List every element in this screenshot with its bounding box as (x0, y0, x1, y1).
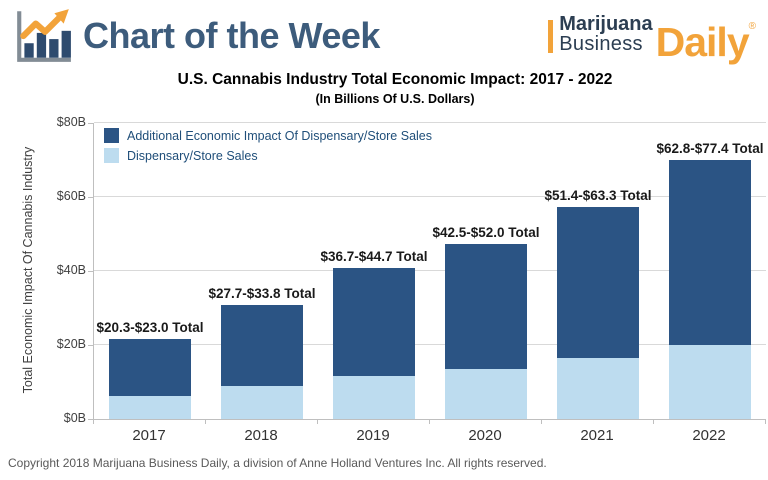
y-axis-tick (88, 197, 93, 198)
bar-total-label: $36.7-$44.7 Total (320, 249, 428, 265)
logo-word-business: Business (559, 33, 643, 55)
x-axis-tick (429, 419, 430, 424)
dispensary-sales-segment (221, 386, 303, 419)
y-axis-tick-label: $0B (63, 411, 86, 425)
header: Chart of the Week Marijuana Business Dai… (12, 6, 756, 66)
dispensary-sales-segment (669, 345, 751, 419)
page-title: Chart of the Week (83, 15, 380, 56)
logo-word-daily: Daily (655, 18, 750, 65)
dispensary-sales-segment (333, 376, 415, 419)
bar-total-label: $51.4-$63.3 Total (544, 187, 652, 203)
legend: Additional Economic Impact Of Dispensary… (104, 128, 432, 163)
legend-item: Dispensary/Store Sales (104, 148, 432, 163)
legend-swatch (104, 128, 119, 143)
x-axis-tick (653, 419, 654, 424)
legend-label: Additional Economic Impact Of Dispensary… (127, 128, 432, 143)
x-axis-category-label: 2021 (580, 427, 614, 444)
gridline (94, 122, 766, 123)
dispensary-sales-segment (109, 396, 191, 419)
y-axis-tick (88, 123, 93, 124)
x-axis-tick (205, 419, 206, 424)
gridline (94, 270, 766, 271)
stacked-bar-2019 (333, 268, 415, 419)
stacked-bar-chart: Total Economic Impact Of Cannabis Indust… (0, 112, 768, 452)
stacked-bar-2018 (221, 305, 303, 419)
logo-word-marijuana: Marijuana (559, 12, 653, 35)
x-axis-tick (317, 419, 318, 424)
gridline (94, 196, 766, 197)
bar-total-label: $42.5-$52.0 Total (432, 225, 540, 240)
chart-subtitle: (In Billions Of U.S. Dollars) (315, 92, 475, 106)
stacked-bar-2017 (109, 339, 191, 419)
logo-accent-bar (548, 20, 554, 54)
x-axis-tick (93, 419, 94, 424)
y-axis-tick-label: $20B (56, 337, 86, 351)
x-axis-category-label: 2020 (468, 427, 502, 444)
stacked-bar-2021 (557, 206, 639, 419)
y-axis-tick-label: $60B (56, 189, 86, 203)
bar-slot: $20.3-$23.0 Total (94, 123, 206, 419)
additional-impact-segment (221, 305, 303, 387)
chart-titles: U.S. Cannabis Industry Total Economic Im… (22, 71, 768, 106)
registered-trademark-icon: ® (748, 21, 756, 33)
stacked-bar-2020 (445, 244, 527, 419)
bar-slot: $51.4-$63.3 Total (542, 123, 654, 419)
y-axis-tick (88, 271, 93, 272)
bar-total-label: $27.7-$33.8 Total (208, 286, 316, 302)
bar-slot: $62.8-$77.4 Total (654, 123, 766, 419)
marijuana-business-daily-logo: Marijuana Business Daily ® (548, 12, 756, 65)
x-axis-category-label: 2019 (356, 427, 390, 444)
chart-of-the-week-brand: Chart of the Week (12, 8, 380, 64)
bar-slot: $42.5-$52.0 Total (430, 123, 542, 419)
copyright-text: Copyright 2018 Marijuana Business Daily,… (8, 456, 547, 470)
x-axis-category-label: 2017 (132, 427, 166, 444)
plot-area: Additional Economic Impact Of Dispensary… (93, 122, 766, 420)
dispensary-sales-segment (445, 369, 527, 419)
bar-slot: $27.7-$33.8 Total (206, 123, 318, 419)
additional-impact-segment (557, 206, 639, 359)
chart-title: U.S. Cannabis Industry Total Economic Im… (177, 71, 613, 88)
bar-total-label: $62.8-$77.4 Total (656, 140, 764, 156)
footer: Copyright 2018 Marijuana Business Daily,… (8, 456, 547, 470)
x-axis-tick (765, 419, 766, 424)
stacked-bar-2022 (669, 159, 751, 419)
y-axis-tick (88, 419, 93, 420)
x-axis-tick (541, 419, 542, 424)
legend-swatch (104, 148, 119, 163)
bar-slot: $36.7-$44.7 Total (318, 123, 430, 419)
dispensary-sales-segment (557, 358, 639, 419)
additional-impact-segment (669, 159, 751, 345)
additional-impact-segment (445, 244, 527, 370)
logo-wordmark: Marijuana Business (559, 12, 653, 59)
y-axis-tick-label: $40B (56, 263, 86, 277)
additional-impact-segment (333, 268, 415, 377)
x-axis-category-label: 2018 (244, 427, 278, 444)
legend-item: Additional Economic Impact Of Dispensary… (104, 128, 432, 143)
bar-total-label: $20.3-$23.0 Total (96, 320, 204, 336)
y-axis-tick (88, 345, 93, 346)
bar-chart-trend-icon (17, 9, 71, 62)
legend-label: Dispensary/Store Sales (127, 148, 258, 163)
additional-impact-segment (109, 339, 191, 397)
y-axis-tick-label: $80B (56, 115, 86, 129)
gridline (94, 344, 766, 345)
x-axis-category-label: 2022 (692, 427, 726, 444)
